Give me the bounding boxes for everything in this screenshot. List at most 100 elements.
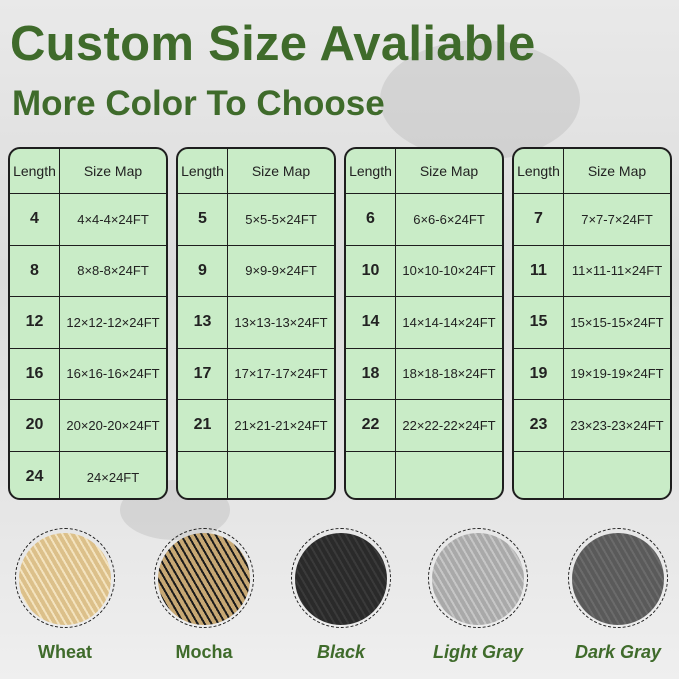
- table-header: Length Size Map: [178, 149, 334, 194]
- length-cell: 17: [178, 348, 228, 399]
- table-row: 14 14×14-14×24FT: [346, 297, 502, 349]
- length-cell: 23: [514, 400, 564, 451]
- table-row: 10 10×10-10×24FT: [346, 245, 502, 297]
- table-row: 23 23×23-23×24FT: [514, 400, 670, 452]
- header-length: Length: [514, 149, 564, 193]
- size-cell: 9×9-9×24FT: [245, 263, 317, 279]
- header-size-map: Size Map: [419, 163, 479, 179]
- color-label: Light Gray: [432, 642, 523, 662]
- size-cell: [396, 452, 502, 499]
- size-cell: 20×20-20×24FT: [66, 417, 160, 433]
- page-title: Custom Size Avaliable: [10, 17, 536, 71]
- table-row: 6 6×6-6×24FT: [346, 194, 502, 246]
- length-cell: [514, 451, 564, 498]
- length-cell: 18: [346, 348, 396, 399]
- size-cell: 10×10-10×24FT: [402, 263, 496, 279]
- color-swatch-light-gray[interactable]: [432, 533, 524, 625]
- size-cell: 17×17-17×24FT: [234, 366, 328, 382]
- size-cell: 4×4-4×24FT: [77, 211, 149, 227]
- size-table-4: Length Size Map 7 7×7-7×24FT 11 11×11-11×24FT…: [512, 147, 672, 500]
- table-row: 4 4×4-4×24FT: [10, 194, 166, 246]
- table-row: [346, 451, 502, 499]
- table-header: Length Size Map: [346, 149, 502, 194]
- length-cell: 5: [178, 194, 228, 245]
- size-cell: 15×15-15×24FT: [570, 314, 664, 330]
- length-cell: 24: [10, 451, 60, 498]
- length-cell: 8: [10, 245, 60, 296]
- table-row: 17 17×17-17×24FT: [178, 348, 334, 400]
- header-size-map: Size Map: [83, 163, 143, 179]
- swatch-ring: [15, 528, 115, 628]
- table-row: 12 12×12-12×24FT: [10, 297, 166, 349]
- color-label: Mocha: [175, 642, 233, 662]
- size-cell: 24×24FT: [86, 469, 140, 485]
- length-cell: 14: [346, 297, 396, 348]
- length-cell: [178, 451, 228, 498]
- size-cell: 6×6-6×24FT: [413, 211, 485, 227]
- header-length: Length: [10, 149, 60, 193]
- length-cell: 16: [10, 348, 60, 399]
- length-cell: 22: [346, 400, 396, 451]
- table-row: 13 13×13-13×24FT: [178, 297, 334, 349]
- length-cell: 4: [10, 194, 60, 245]
- color-swatch-black[interactable]: [295, 533, 387, 625]
- length-cell: 15: [514, 297, 564, 348]
- table-row: [514, 451, 670, 499]
- swatch-ring: [291, 528, 391, 628]
- length-cell: 20: [10, 400, 60, 451]
- length-cell: 19: [514, 348, 564, 399]
- length-cell: 12: [10, 297, 60, 348]
- size-cell: 18×18-18×24FT: [402, 366, 496, 382]
- length-cell: 9: [178, 245, 228, 296]
- length-cell: 10: [346, 245, 396, 296]
- color-label: Wheat: [38, 642, 92, 662]
- table-row: [178, 451, 334, 499]
- color-label: Black: [316, 642, 366, 662]
- size-cell: [564, 452, 670, 499]
- size-cell: 8×8-8×24FT: [77, 263, 149, 279]
- header-size-map: Size Map: [251, 163, 311, 179]
- swatch-ring: [568, 528, 668, 628]
- color-label: Dark Gray: [574, 642, 662, 662]
- size-cell: 14×14-14×24FT: [402, 314, 496, 330]
- size-cell: 11×11-11×24FT: [571, 263, 663, 279]
- size-table-2: Length Size Map 5 5×5-5×24FT 9 9×9-9×24FT 13 13…: [176, 147, 336, 500]
- size-table-3: Length Size Map 6 6×6-6×24FT 10 10×10-10×24FT…: [344, 147, 504, 500]
- size-cell: 23×23-23×24FT: [570, 417, 664, 433]
- color-swatch-dark-gray[interactable]: [572, 533, 664, 625]
- length-cell: 11: [514, 245, 564, 296]
- swatch-ring: [154, 528, 254, 628]
- size-cell: 7×7-7×24FT: [581, 211, 653, 227]
- size-cell: 16×16-16×24FT: [66, 366, 160, 382]
- table-header: Length Size Map: [10, 149, 166, 194]
- color-swatch-wheat[interactable]: [19, 533, 111, 625]
- table-header: Length Size Map: [514, 149, 670, 194]
- size-cell: 21×21-21×24FT: [234, 417, 328, 433]
- table-row: 20 20×20-20×24FT: [10, 400, 166, 452]
- table-row: 7 7×7-7×24FT: [514, 194, 670, 246]
- size-cell: 19×19-19×24FT: [570, 366, 664, 382]
- page-subtitle: More Color To Choose: [12, 84, 385, 123]
- swatch-ring: [428, 528, 528, 628]
- table-row: 21 21×21-21×24FT: [178, 400, 334, 452]
- table-row: 8 8×8-8×24FT: [10, 245, 166, 297]
- table-row: 24 24×24FT: [10, 451, 166, 498]
- length-cell: 21: [178, 400, 228, 451]
- table-row: 15 15×15-15×24FT: [514, 297, 670, 349]
- size-cell: 5×5-5×24FT: [245, 211, 317, 227]
- size-cell: 13×13-13×24FT: [234, 314, 328, 330]
- size-cell: [228, 452, 334, 499]
- length-cell: 7: [514, 194, 564, 245]
- table-row: 5 5×5-5×24FT: [178, 194, 334, 246]
- table-row: 11 11×11-11×24FT: [514, 245, 670, 297]
- length-cell: 6: [346, 194, 396, 245]
- header-size-map: Size Map: [587, 163, 647, 179]
- table-row: 18 18×18-18×24FT: [346, 348, 502, 400]
- length-cell: 13: [178, 297, 228, 348]
- length-cell: [346, 451, 396, 498]
- table-row: 16 16×16-16×24FT: [10, 348, 166, 400]
- size-table-1: Length Size Map 4 4×4-4×24FT 8 8×8-8×24FT 12 12…: [8, 147, 168, 500]
- background-blur: [380, 40, 580, 160]
- color-swatch-mocha[interactable]: [158, 533, 250, 625]
- header-length: Length: [346, 149, 396, 193]
